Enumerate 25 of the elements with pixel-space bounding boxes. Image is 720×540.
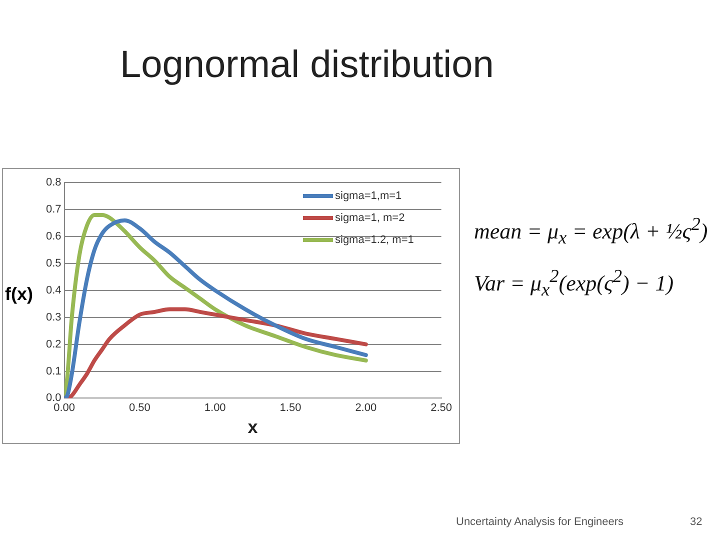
y-axis-title: f(x) [5,284,33,305]
legend-label: sigma=1.2, m=1 [335,234,414,246]
y-tick-label: 0.2 [46,338,62,350]
x-tick-label: 1.00 [204,402,226,414]
legend-label: sigma=1, m=2 [335,212,405,224]
x-tick-label: 1.50 [280,402,302,414]
text: 32 [690,516,702,528]
y-tick-label: 0.7 [46,204,62,216]
y-tick-label: 0.1 [46,365,62,378]
legend-label: sigma=1,m=1 [335,190,402,202]
y-tick-label: 0.5 [46,257,62,270]
y-tick-label: 0.8 [46,176,62,189]
text: Var = μ$_{x}$$^{2}$(exp(ς$^{2}$) − 1) [474,266,674,301]
x-tick-label: 0.00 [54,402,75,414]
y-tick-label: 0.4 [46,284,62,296]
text: mean = μ$_{x}$ = exp(λ + ½ς$^{2}$) [474,214,708,249]
chart-title: Lognormal distribution [120,44,494,87]
text: Uncertainty Analysis for Engineers [456,516,624,528]
x-tick-label: 2.50 [430,402,452,414]
x-tick-label: 0.50 [128,402,150,414]
y-tick-label: 0.6 [46,230,62,243]
y-tick-label: 0.3 [46,311,62,324]
x-tick-label: 2.00 [355,402,377,414]
y-tick-label: 0.0 [46,392,62,404]
x-axis-title: x [248,417,258,438]
